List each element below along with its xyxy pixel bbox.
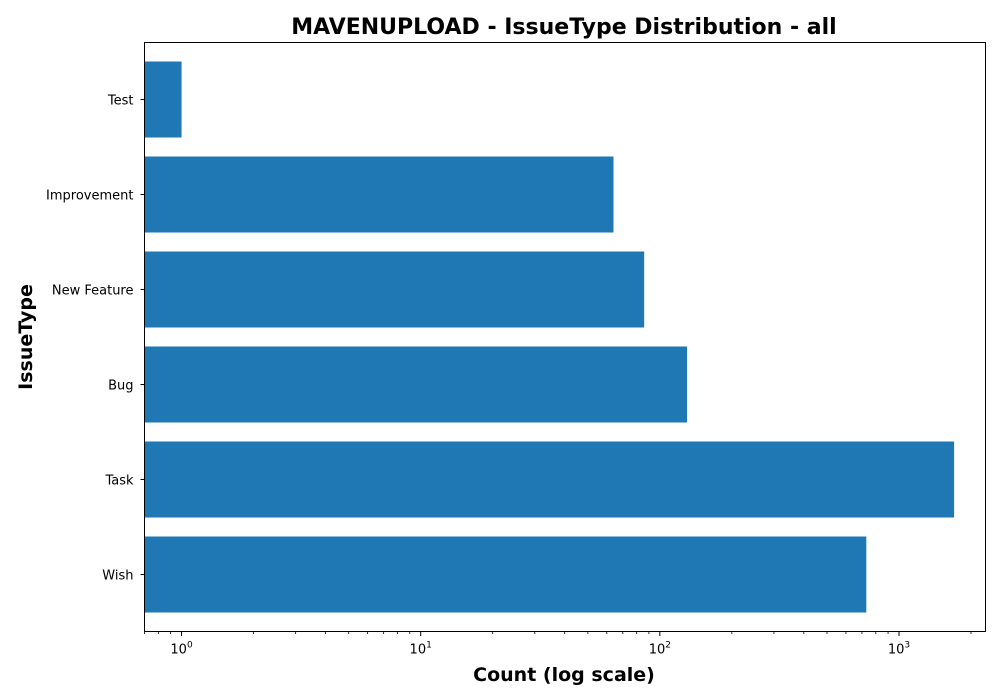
x-tick-label-exponent: 2 (665, 641, 671, 651)
x-tick-label-base: 10 (649, 643, 666, 658)
y-tick-label: Test (107, 94, 134, 109)
y-tick-label: Improvement (46, 189, 133, 204)
y-tick-label: Task (104, 474, 134, 489)
x-tick-label: 101 (410, 641, 432, 658)
bars-layer (144, 61, 955, 613)
x-tick-label-exponent: 1 (426, 641, 432, 651)
x-tick-label: 103 (888, 641, 910, 658)
x-axis-label: Count (log scale) (473, 664, 655, 686)
x-tick-label-exponent: 3 (904, 641, 910, 651)
x-tick-label-exponent: 0 (187, 641, 193, 651)
x-tick-label: 100 (170, 641, 193, 658)
y-tick-label: Bug (108, 379, 133, 394)
chart-title: MAVENUPLOAD - IssueType Distribution - a… (291, 15, 836, 40)
bar-new-feature (144, 251, 645, 328)
x-tick-label: 102 (649, 641, 671, 658)
bar-wish (144, 536, 867, 613)
bar-improvement (144, 156, 614, 233)
bar-bug (144, 346, 688, 423)
y-axis-label: IssueType (15, 284, 37, 390)
y-tick-label: Wish (102, 569, 133, 584)
bar-test (144, 61, 182, 138)
y-axis-ticks: Wish Task Bug New Feature Improvement Test (46, 94, 145, 584)
x-tick-label-base: 10 (170, 643, 187, 658)
x-tick-label-base: 10 (888, 643, 905, 658)
x-axis-ticks: 100 101 102 103 (144, 631, 972, 658)
y-tick-label: New Feature (52, 284, 134, 299)
x-tick-label-base: 10 (410, 643, 427, 658)
bar-task (144, 441, 955, 518)
